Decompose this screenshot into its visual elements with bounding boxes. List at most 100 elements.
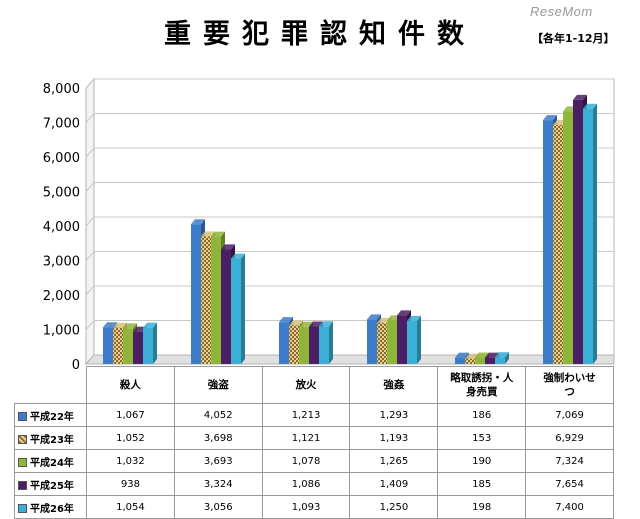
y-tick-label: 8,000 [43, 82, 80, 97]
bar-front [583, 108, 593, 364]
bar-top [279, 317, 293, 323]
legend-entry: 平成23年 [14, 426, 87, 450]
table-cell: 1,032 [86, 449, 175, 473]
bar [495, 352, 509, 364]
bar-front [573, 99, 583, 364]
table-cell: 1,213 [261, 403, 351, 427]
table-category-header: 強盗 [173, 366, 263, 404]
table-cell: 1,093 [261, 495, 351, 519]
y-tick-label: 0 [72, 358, 80, 373]
table-cell: 186 [437, 403, 527, 427]
table-cell: 185 [437, 472, 527, 496]
bar-top [221, 244, 235, 250]
legend-swatch [18, 504, 27, 513]
bar-front [289, 325, 299, 364]
gridline [85, 251, 614, 261]
table-cell: 6,929 [525, 426, 614, 450]
bars-group [103, 94, 597, 365]
bar-side [153, 322, 157, 364]
bar-top [583, 103, 597, 109]
legend-swatch [18, 481, 27, 490]
legend-label: 平成26年 [30, 503, 74, 515]
bar-front [367, 319, 377, 364]
table-cell: 1,121 [261, 426, 351, 450]
bar-top [143, 322, 157, 328]
bar-side [505, 352, 509, 364]
table-cell: 7,400 [525, 495, 614, 519]
table-cell: 1,409 [349, 472, 439, 496]
gridline [85, 216, 614, 227]
legend-entry: 平成25年 [14, 472, 87, 496]
bar-top [103, 322, 117, 328]
table-cell: 190 [437, 449, 527, 473]
gridline [85, 113, 614, 123]
bar-front [143, 327, 153, 364]
table-cell: 1,086 [261, 472, 351, 496]
legend-swatch [18, 435, 27, 444]
legend-label: 平成22年 [30, 411, 74, 423]
bar-top [191, 219, 205, 225]
table-row: 平成23年 1,052 3,698 1,121 1,193 153 6,929 [14, 426, 614, 450]
bar-front [201, 236, 211, 364]
chart-subtitle: 【各年1-12月】 [532, 32, 615, 45]
bar [231, 253, 245, 364]
bar [143, 322, 157, 364]
bar-front [231, 258, 241, 364]
y-tick-label: 2,000 [43, 289, 80, 304]
table-category-label: 強姦 [383, 379, 405, 391]
watermark-logo: ReseMom [530, 4, 593, 19]
table-corner [14, 366, 87, 404]
bar-front [563, 111, 573, 365]
y-tick-label: 5,000 [43, 186, 80, 201]
bar-front [299, 326, 309, 364]
bar-top [397, 310, 411, 316]
gridline [85, 147, 614, 158]
legend-label: 平成23年 [30, 434, 74, 446]
bar-top [201, 231, 215, 237]
bar-top [309, 321, 323, 327]
table-cell: 198 [437, 495, 527, 519]
table-cell: 7,654 [525, 472, 614, 496]
table-category-header: 略取誘拐・人 身売買 [437, 366, 527, 404]
bar-top [231, 253, 245, 259]
bar-top [289, 320, 303, 326]
data-table: 殺人 強盗 放火 強姦 略取誘拐・人 身売買 強制わいせつ 平成22年 1,067 4,052 1… [14, 366, 614, 519]
bar-front [387, 320, 397, 364]
table-cell: 4,052 [173, 403, 263, 427]
bar-front [465, 358, 475, 364]
bar-side [241, 253, 245, 364]
bar-top [543, 115, 557, 121]
table-category-label: 放火 [295, 379, 317, 391]
bar-top [367, 314, 381, 320]
bar-front [495, 357, 505, 364]
bar-front [123, 328, 133, 364]
gridline [85, 320, 614, 330]
table-category-label: 身売買 [465, 386, 498, 398]
y-tick-label: 6,000 [43, 151, 80, 166]
table-row: 平成24年 1,032 3,693 1,078 1,265 190 7,324 [14, 449, 614, 473]
bar-front [397, 315, 407, 364]
legend-entry: 平成24年 [14, 449, 87, 473]
table-row: 平成22年 1,067 4,052 1,213 1,293 186 7,069 [14, 403, 614, 427]
legend-label: 平成24年 [30, 457, 74, 469]
gridline [85, 182, 614, 192]
table-cell: 3,324 [173, 472, 263, 496]
bar-top [455, 352, 469, 358]
bar-side [417, 315, 421, 364]
bar-front [221, 249, 231, 364]
bar-front [191, 224, 201, 364]
bar-top [299, 321, 313, 327]
bar-top [573, 94, 587, 100]
table-cell: 1,193 [349, 426, 439, 450]
table-row: 平成25年 938 3,324 1,086 1,409 185 7,654 [14, 472, 614, 496]
table-category-label: 殺人 [119, 379, 141, 391]
table-body: 平成22年 1,067 4,052 1,213 1,293 186 7,069 平成23年 1,… [14, 403, 614, 519]
bar-top [475, 352, 489, 358]
table-cell: 1,052 [86, 426, 175, 450]
table-cell: 3,698 [173, 426, 263, 450]
bar-front [407, 320, 417, 364]
table-cell: 7,069 [525, 403, 614, 427]
table-header-row: 殺人 強盗 放火 強姦 略取誘拐・人 身売買 強制わいせつ [14, 366, 614, 404]
table-category-header: 放火 [261, 366, 351, 404]
